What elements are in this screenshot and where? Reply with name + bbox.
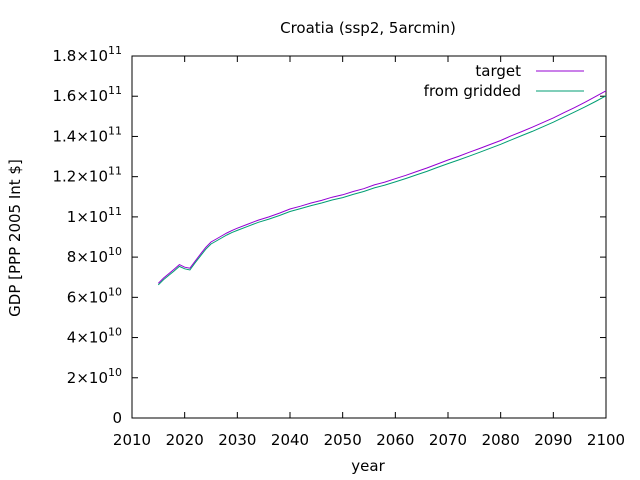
- y-tick-label: 8×1010: [67, 245, 122, 266]
- legend-label: target: [475, 62, 521, 80]
- x-tick-label: 2030: [218, 431, 256, 449]
- y-tick-label: 6×1010: [67, 285, 122, 306]
- x-tick-label: 2090: [534, 431, 572, 449]
- y-tick-label: 1.6×1011: [52, 84, 122, 105]
- series-layer: [157, 90, 607, 286]
- x-tick-label: 2010: [113, 431, 151, 449]
- x-tick-label: 2050: [324, 431, 362, 449]
- axis-ticks: 2010 2020 2030 2040 2050 2060 2070 2080 2090 2100…: [52, 44, 625, 449]
- x-tick-label: 2020: [166, 431, 204, 449]
- y-tick-label: 0: [112, 409, 122, 427]
- y-tick-label: 1.8×1011: [52, 44, 122, 65]
- x-tick-label: 2070: [429, 431, 467, 449]
- legend-label: from gridded: [424, 82, 521, 100]
- x-tick-label: 2100: [587, 431, 625, 449]
- series-line: [157, 90, 607, 284]
- plot-frame: [131, 55, 607, 419]
- y-tick-label: 2×1010: [67, 366, 122, 387]
- y-tick-label: 1.2×1011: [52, 165, 122, 186]
- x-axis-label: year: [351, 457, 385, 475]
- x-tick-label: 2080: [482, 431, 520, 449]
- plot-axes: [131, 55, 607, 419]
- x-tick-label: 2040: [271, 431, 309, 449]
- chart-title: Croatia (ssp2, 5arcmin): [280, 19, 456, 37]
- y-axis-label: GDP [PPP 2005 Int $]: [6, 159, 24, 317]
- legend: target from gridded: [424, 62, 584, 100]
- y-tick-label: 1.4×1011: [52, 124, 122, 145]
- y-tick-label: 1×1011: [67, 205, 122, 226]
- x-tick-label: 2060: [376, 431, 414, 449]
- series-line: [157, 95, 607, 286]
- y-tick-label: 4×1010: [67, 326, 122, 347]
